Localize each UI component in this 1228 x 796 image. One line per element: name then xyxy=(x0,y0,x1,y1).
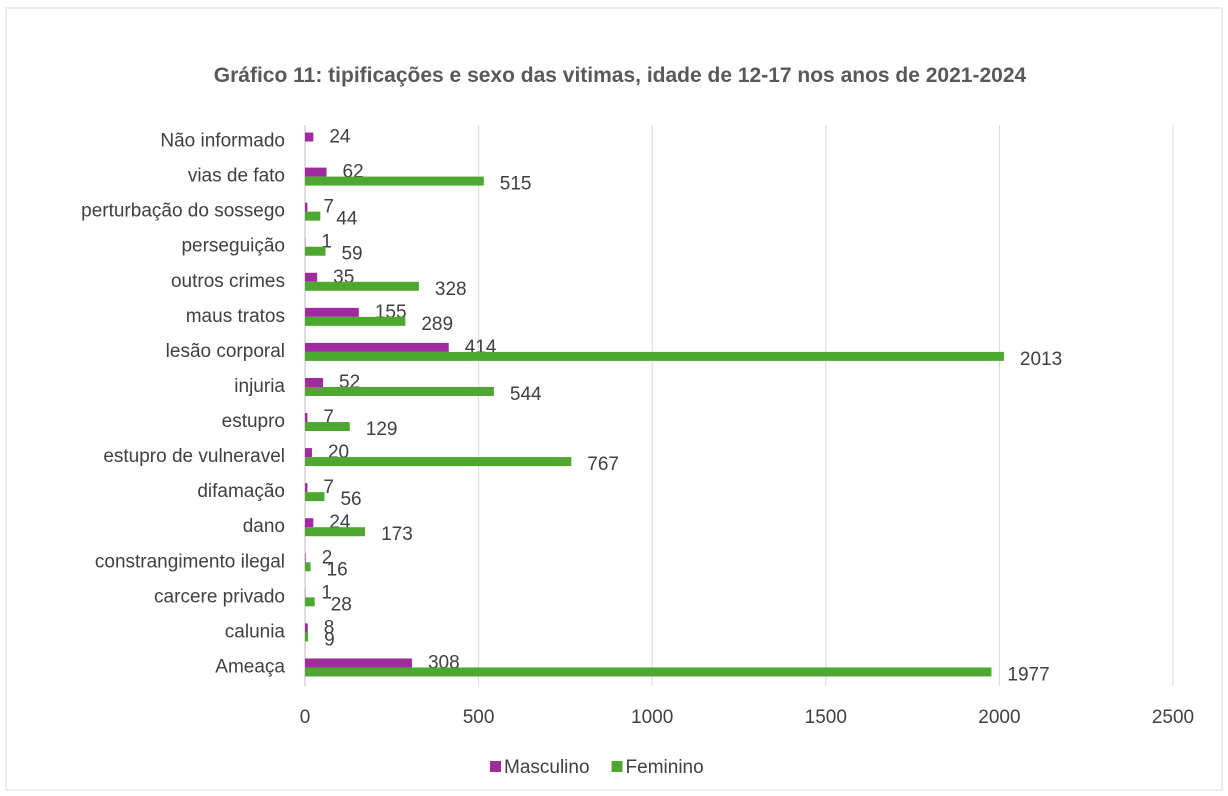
bar xyxy=(305,211,321,221)
bar xyxy=(305,422,350,432)
bar xyxy=(305,658,412,668)
chart-title: Gráfico 11: tipificações e sexo das viti… xyxy=(213,64,1027,87)
bar xyxy=(305,307,359,317)
data-label: 328 xyxy=(435,279,467,300)
y-tick-label: outros crimes xyxy=(171,271,285,292)
data-label: 44 xyxy=(336,209,358,230)
y-tick-label: Ameaça xyxy=(215,656,285,677)
y-tick-label: estupro xyxy=(222,411,285,432)
data-label: 9 xyxy=(324,629,335,650)
bar xyxy=(305,632,309,642)
bar xyxy=(305,272,318,282)
y-tick-label: vias de fato xyxy=(188,166,285,187)
bar xyxy=(305,351,1004,361)
data-label: 1 xyxy=(321,232,332,253)
y-tick-label: constrangimento ilegal xyxy=(95,551,285,572)
y-tick-label: lesão corporal xyxy=(166,341,285,362)
y-tick-label: estupro de vulneravel xyxy=(103,446,285,467)
y-tick-label: carcere privado xyxy=(154,586,285,607)
data-label: 2 xyxy=(322,547,333,568)
legend-swatch xyxy=(490,761,501,772)
bar xyxy=(305,448,312,458)
data-label: 1 xyxy=(321,582,332,603)
y-tick-label: maus tratos xyxy=(186,306,285,327)
bar xyxy=(305,132,314,142)
bar xyxy=(305,202,308,212)
y-tick-label: Não informado xyxy=(160,131,285,152)
data-label: 24 xyxy=(329,127,351,148)
data-label: 515 xyxy=(500,174,532,195)
bar xyxy=(305,246,326,256)
x-tick-label: 2500 xyxy=(1152,707,1194,728)
y-tick-label: perturbação do sossego xyxy=(81,201,285,222)
legend-label: Masculino xyxy=(504,757,590,778)
data-label: 7 xyxy=(323,477,334,498)
x-tick-label: 1000 xyxy=(631,707,673,728)
bar xyxy=(305,176,484,186)
bar xyxy=(305,562,311,572)
bar xyxy=(305,597,315,607)
data-label: 28 xyxy=(331,594,352,615)
bar xyxy=(305,342,449,352)
data-label: 8 xyxy=(324,617,335,638)
bar xyxy=(305,623,308,633)
bar xyxy=(305,167,327,177)
data-label: 173 xyxy=(381,524,413,545)
y-tick-label: calunia xyxy=(225,621,286,642)
data-label: 544 xyxy=(510,384,542,405)
data-label: 289 xyxy=(421,314,453,335)
y-tick-label: dano xyxy=(243,516,285,537)
y-tick-label: injuria xyxy=(234,376,285,397)
data-label: 59 xyxy=(341,244,362,265)
data-label: 129 xyxy=(366,419,398,440)
x-tick-label: 500 xyxy=(463,707,495,728)
data-label: 7 xyxy=(323,197,334,218)
bar xyxy=(305,457,572,467)
y-tick-label: difamação xyxy=(197,481,285,502)
bar xyxy=(305,377,324,387)
chart-frame xyxy=(5,7,1223,791)
data-label: 16 xyxy=(327,559,348,580)
y-tick-label: perseguição xyxy=(181,236,285,257)
bar xyxy=(305,553,306,563)
data-label: 7 xyxy=(323,407,334,428)
legend-label: Feminino xyxy=(626,757,704,778)
bar xyxy=(305,483,308,493)
bar xyxy=(305,316,406,326)
data-label: 1977 xyxy=(1007,664,1049,685)
bar xyxy=(305,527,366,537)
bar xyxy=(305,281,419,291)
x-tick-label: 1500 xyxy=(805,707,847,728)
bar xyxy=(305,413,308,423)
bar xyxy=(305,667,992,677)
data-label: 2013 xyxy=(1020,349,1062,370)
x-tick-label: 2000 xyxy=(978,707,1020,728)
data-label: 56 xyxy=(340,489,361,510)
bar xyxy=(305,518,314,528)
x-tick-label: 0 xyxy=(300,707,311,728)
bar xyxy=(305,386,494,396)
bar xyxy=(305,492,325,502)
data-label: 767 xyxy=(587,454,619,475)
legend-swatch xyxy=(611,761,623,772)
